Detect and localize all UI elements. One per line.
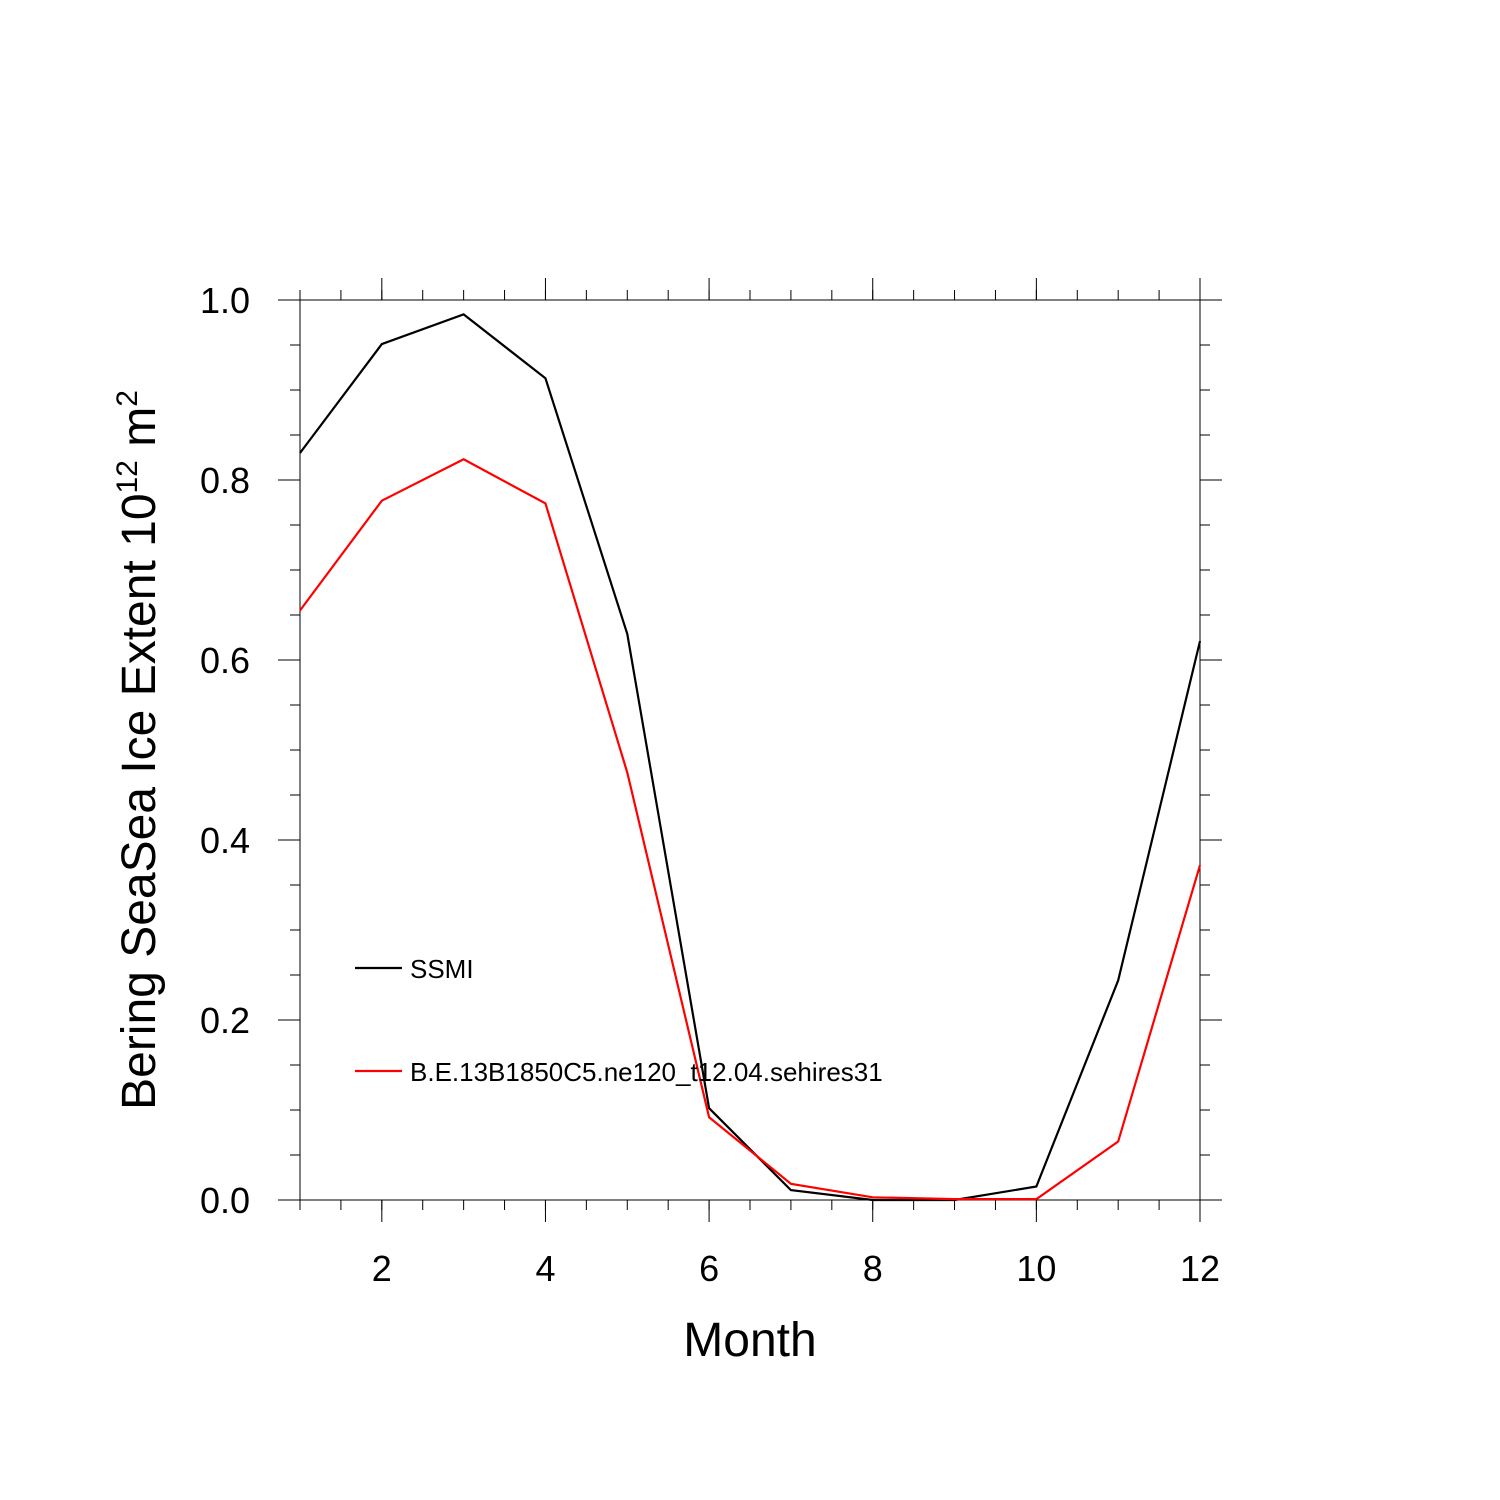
legend-label: SSMI (410, 954, 474, 984)
x-tick-label: 2 (372, 1248, 392, 1289)
x-tick-label: 10 (1016, 1248, 1056, 1289)
y-tick-label: 0.8 (200, 460, 250, 501)
y-tick-label: 1.0 (200, 280, 250, 321)
legend: SSMI B.E.13B1850C5.ne120_t12.04.sehires31 (355, 954, 883, 1087)
y-tick-labels: 0.0 0.2 0.4 0.6 0.8 1.0 (200, 280, 250, 1221)
y-tick-label: 0.2 (200, 1000, 250, 1041)
y-tick-label: 0.4 (200, 820, 250, 861)
x-tick-label: 12 (1180, 1248, 1220, 1289)
series-lines (299, 313, 1202, 1202)
y-axis-title-unit-exponent: 2 (111, 390, 144, 407)
x-tick-label: 8 (863, 1248, 883, 1289)
y-axis-title: Bering SeaSea Ice Extent 1012 m2 (111, 390, 166, 1110)
y-tick-label: 0.6 (200, 640, 250, 681)
legend-label: B.E.13B1850C5.ne120_t12.04.sehires31 (410, 1057, 883, 1087)
y-axis-title-exponent: 12 (111, 460, 144, 493)
y-axis-title-main: Bering SeaSea Ice Extent 10 (113, 493, 166, 1109)
y-tick-label: 0.0 (200, 1180, 250, 1221)
plot-frame (299, 299, 1201, 1201)
x-tick-label: 6 (699, 1248, 719, 1289)
x-tick-label: 4 (535, 1248, 555, 1289)
series-line-model (299, 458, 1202, 1201)
x-tick-labels: 2 4 6 8 10 12 (372, 1248, 1220, 1289)
x-axis-title: Month (683, 1314, 816, 1367)
y-axis-title-unit: m (113, 407, 166, 460)
major-ticks (278, 278, 1222, 1222)
